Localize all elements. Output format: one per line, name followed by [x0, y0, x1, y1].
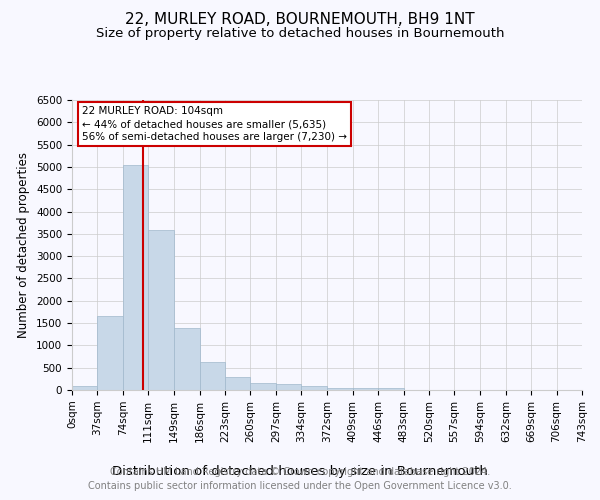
Bar [378, 388, 404, 390]
Bar [174, 328, 200, 390]
Bar [148, 230, 174, 390]
Bar [276, 384, 301, 390]
Bar [97, 316, 123, 390]
Text: Contains HM Land Registry data © Crown copyright and database right 2024.
Contai: Contains HM Land Registry data © Crown c… [88, 467, 512, 491]
Bar [123, 164, 148, 390]
Text: Distribution of detached houses by size in Bournemouth: Distribution of detached houses by size … [112, 464, 488, 477]
Text: 22 MURLEY ROAD: 104sqm
← 44% of detached houses are smaller (5,635)
56% of semi-: 22 MURLEY ROAD: 104sqm ← 44% of detached… [82, 106, 347, 142]
Bar [328, 388, 353, 390]
Bar [301, 386, 328, 390]
Text: Size of property relative to detached houses in Bournemouth: Size of property relative to detached ho… [96, 28, 504, 40]
Y-axis label: Number of detached properties: Number of detached properties [17, 152, 31, 338]
Bar [200, 362, 225, 390]
Bar [250, 383, 276, 390]
Bar [72, 386, 97, 390]
Bar [353, 388, 378, 390]
Bar [225, 376, 250, 390]
Text: 22, MURLEY ROAD, BOURNEMOUTH, BH9 1NT: 22, MURLEY ROAD, BOURNEMOUTH, BH9 1NT [125, 12, 475, 28]
